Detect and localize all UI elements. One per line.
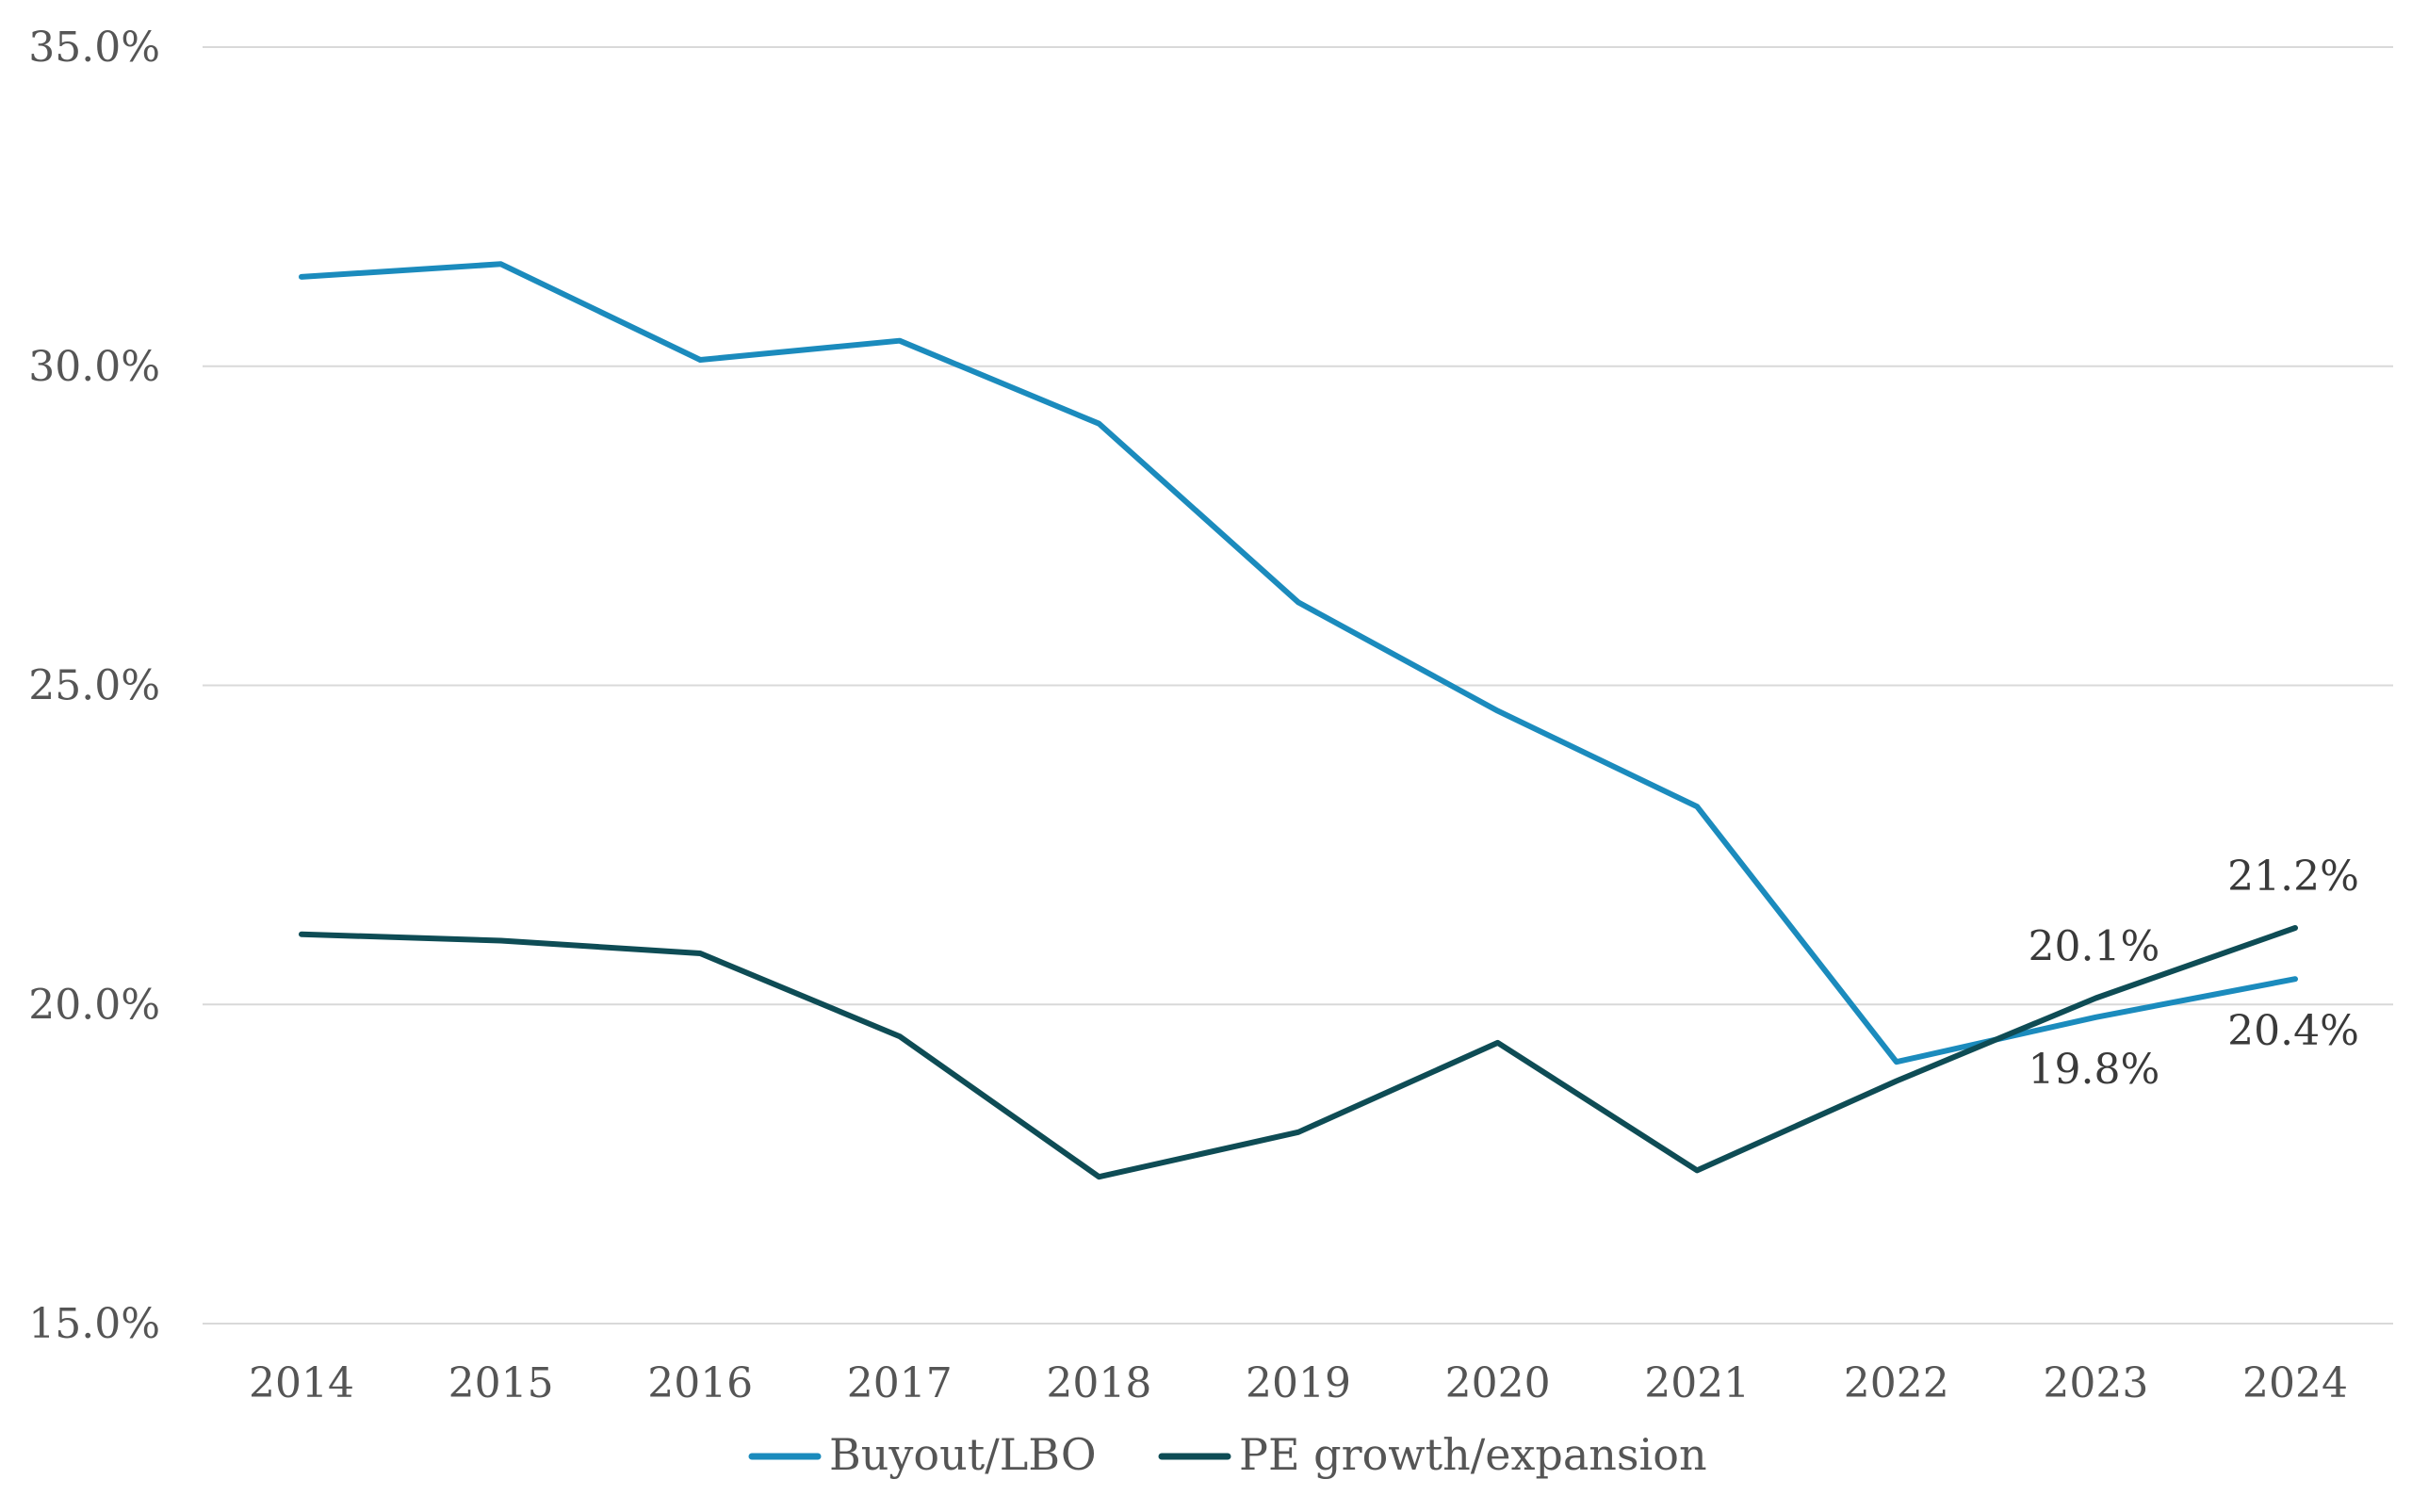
legend-label: PE growth/expansion <box>1239 1429 1707 1480</box>
data-label: 20.4% <box>2227 1007 2359 1055</box>
data-labels: 19.8% 20.4% 20.1% 21.2% <box>2029 853 2359 1094</box>
y-tick-label: 35.0% <box>28 24 160 72</box>
series-lines <box>299 261 2298 1180</box>
data-label: 20.1% <box>2029 922 2160 970</box>
series-line-buyout-lbo <box>299 261 2298 1065</box>
x-tick-label: 2018 <box>1046 1359 1151 1407</box>
series-line-pe-growth-expansion <box>299 925 2298 1180</box>
x-tick-label: 2023 <box>2043 1359 2148 1407</box>
gridlines <box>203 46 2393 1325</box>
x-tick-label: 2015 <box>448 1359 554 1407</box>
x-tick-label: 2022 <box>1844 1359 1949 1407</box>
y-tick-label: 30.0% <box>28 343 160 391</box>
x-tick-label: 2020 <box>1445 1359 1551 1407</box>
data-label: 19.8% <box>2029 1046 2160 1094</box>
x-tick-label: 2014 <box>249 1359 354 1407</box>
x-tick-label: 2024 <box>2242 1359 2348 1407</box>
y-tick-label: 15.0% <box>28 1300 160 1348</box>
x-axis-tick-labels: 2014 2015 2016 2017 2018 2019 2020 2021 2022 2023… <box>249 1359 2348 1407</box>
y-axis-tick-labels: 15.0% 20.0% 25.0% 30.0% 35.0% <box>28 24 160 1348</box>
data-label: 21.2% <box>2227 853 2359 901</box>
legend-label: Buyout/LBO <box>829 1429 1097 1480</box>
legend: Buyout/LBO PE growth/expansion <box>748 1429 1707 1480</box>
x-tick-label: 2016 <box>647 1359 753 1407</box>
x-tick-label: 2019 <box>1246 1359 1351 1407</box>
x-tick-label: 2017 <box>847 1359 953 1407</box>
x-tick-label: 2021 <box>1644 1359 1750 1407</box>
y-tick-label: 20.0% <box>28 981 160 1029</box>
y-tick-label: 25.0% <box>28 662 160 710</box>
